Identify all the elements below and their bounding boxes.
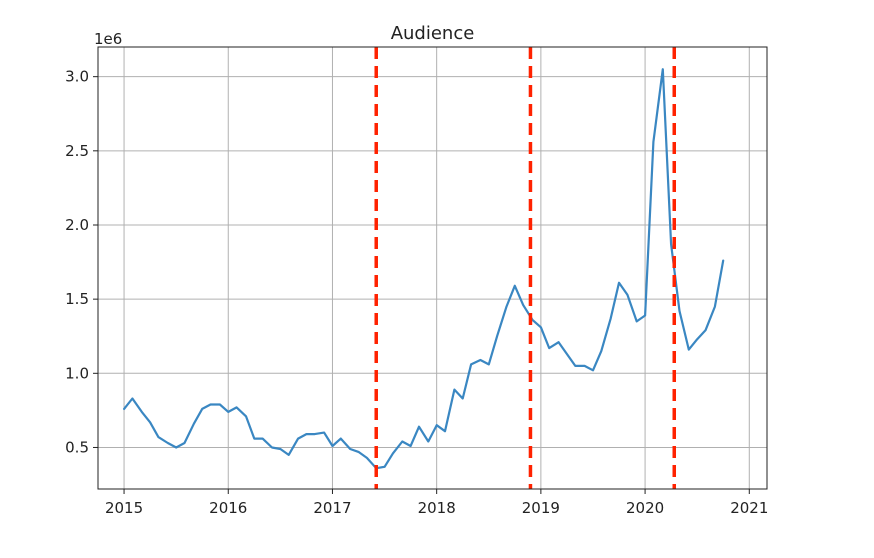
series-layer — [122, 68, 725, 470]
x-tick-label: 2017 — [313, 499, 351, 517]
y-axis-offset-text: 1e6 — [94, 30, 122, 48]
y-tick-label: 3.0 — [65, 68, 89, 86]
y-tick-label: 1.5 — [65, 290, 89, 308]
y-axis: 0.5 1.0 1.5 2.0 2.5 3.0 — [65, 68, 98, 456]
plot-frame — [97, 46, 768, 490]
y-tick-label: 2.0 — [65, 216, 89, 234]
grid — [98, 47, 767, 489]
y-tick-label: 0.5 — [65, 438, 89, 456]
x-tick-label: 2021 — [730, 499, 768, 517]
x-tick-label: 2018 — [418, 499, 456, 517]
audience-series-line — [122, 68, 725, 470]
chart-title: Audience — [391, 23, 475, 44]
x-tick-label: 2019 — [522, 499, 560, 517]
x-tick-label: 2015 — [105, 499, 143, 517]
x-axis: 2015 2016 2017 2018 2019 2020 2021 — [105, 489, 768, 517]
x-tick-label: 2020 — [626, 499, 664, 517]
y-tick-label: 1.0 — [65, 364, 89, 382]
y-tick-label: 2.5 — [65, 142, 89, 160]
x-tick-label: 2016 — [209, 499, 247, 517]
event-lines — [374, 47, 677, 489]
